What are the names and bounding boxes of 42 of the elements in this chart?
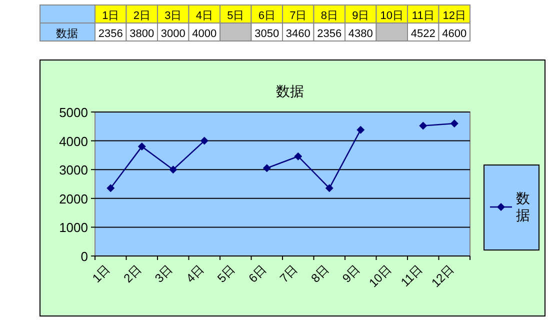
legend: 数据 [484,164,540,250]
y-tick-label: 5000 [59,105,88,120]
data-label: 4380 [348,28,373,40]
y-tick-label: 3000 [59,162,88,178]
x-tick-label: 5日 [214,262,238,286]
point [200,136,208,145]
point [169,166,178,174]
x-tick-label: 1日 [90,262,113,286]
y-tick-label: 0 [80,249,88,264]
point [419,122,428,130]
chart-title: 数据 [276,83,304,99]
data-label: 4522 [410,28,436,40]
x-tick-label: 12日 [428,262,456,290]
data-label: 3460 [286,28,310,40]
point [106,184,115,192]
point [356,126,365,134]
point [450,120,458,128]
x-tick-label: 7日 [277,262,300,286]
y-tick-label: 4000 [59,134,88,149]
data-label: 3800 [130,28,154,40]
legend-label: 数据 [516,190,530,223]
x-tick-label: 4日 [183,262,206,286]
point [138,142,146,151]
x-tick-label: 6日 [246,262,269,286]
point [294,152,302,160]
point [262,164,271,172]
y-tick-label: 1000 [59,220,88,236]
x-tick-label: 10日 [366,262,394,290]
data-label: 2356 [317,28,342,40]
x-tick-label: 2日 [120,262,144,286]
x-tick-label: 3日 [152,262,176,286]
x-tick-label: 9日 [340,262,363,286]
data-label: 3000 [160,28,186,40]
picture-value-table: 1日 2日 3日 4日 5日 6日 7日 8日 9日 10日 11日 12日 数据 2356 3800 3000 4000 3050 3460 2356 4380 4522 4600 [40,4,470,42]
x-tick-label: 8日 [308,262,332,286]
data-label: 3050 [254,28,280,40]
y-tick-label: 2000 [59,191,88,206]
data-label: 4000 [192,28,217,40]
data-label: 2356 [98,28,123,40]
point [325,184,334,192]
data-label: 4600 [442,28,467,40]
x-tick-label: 11日 [398,262,426,290]
